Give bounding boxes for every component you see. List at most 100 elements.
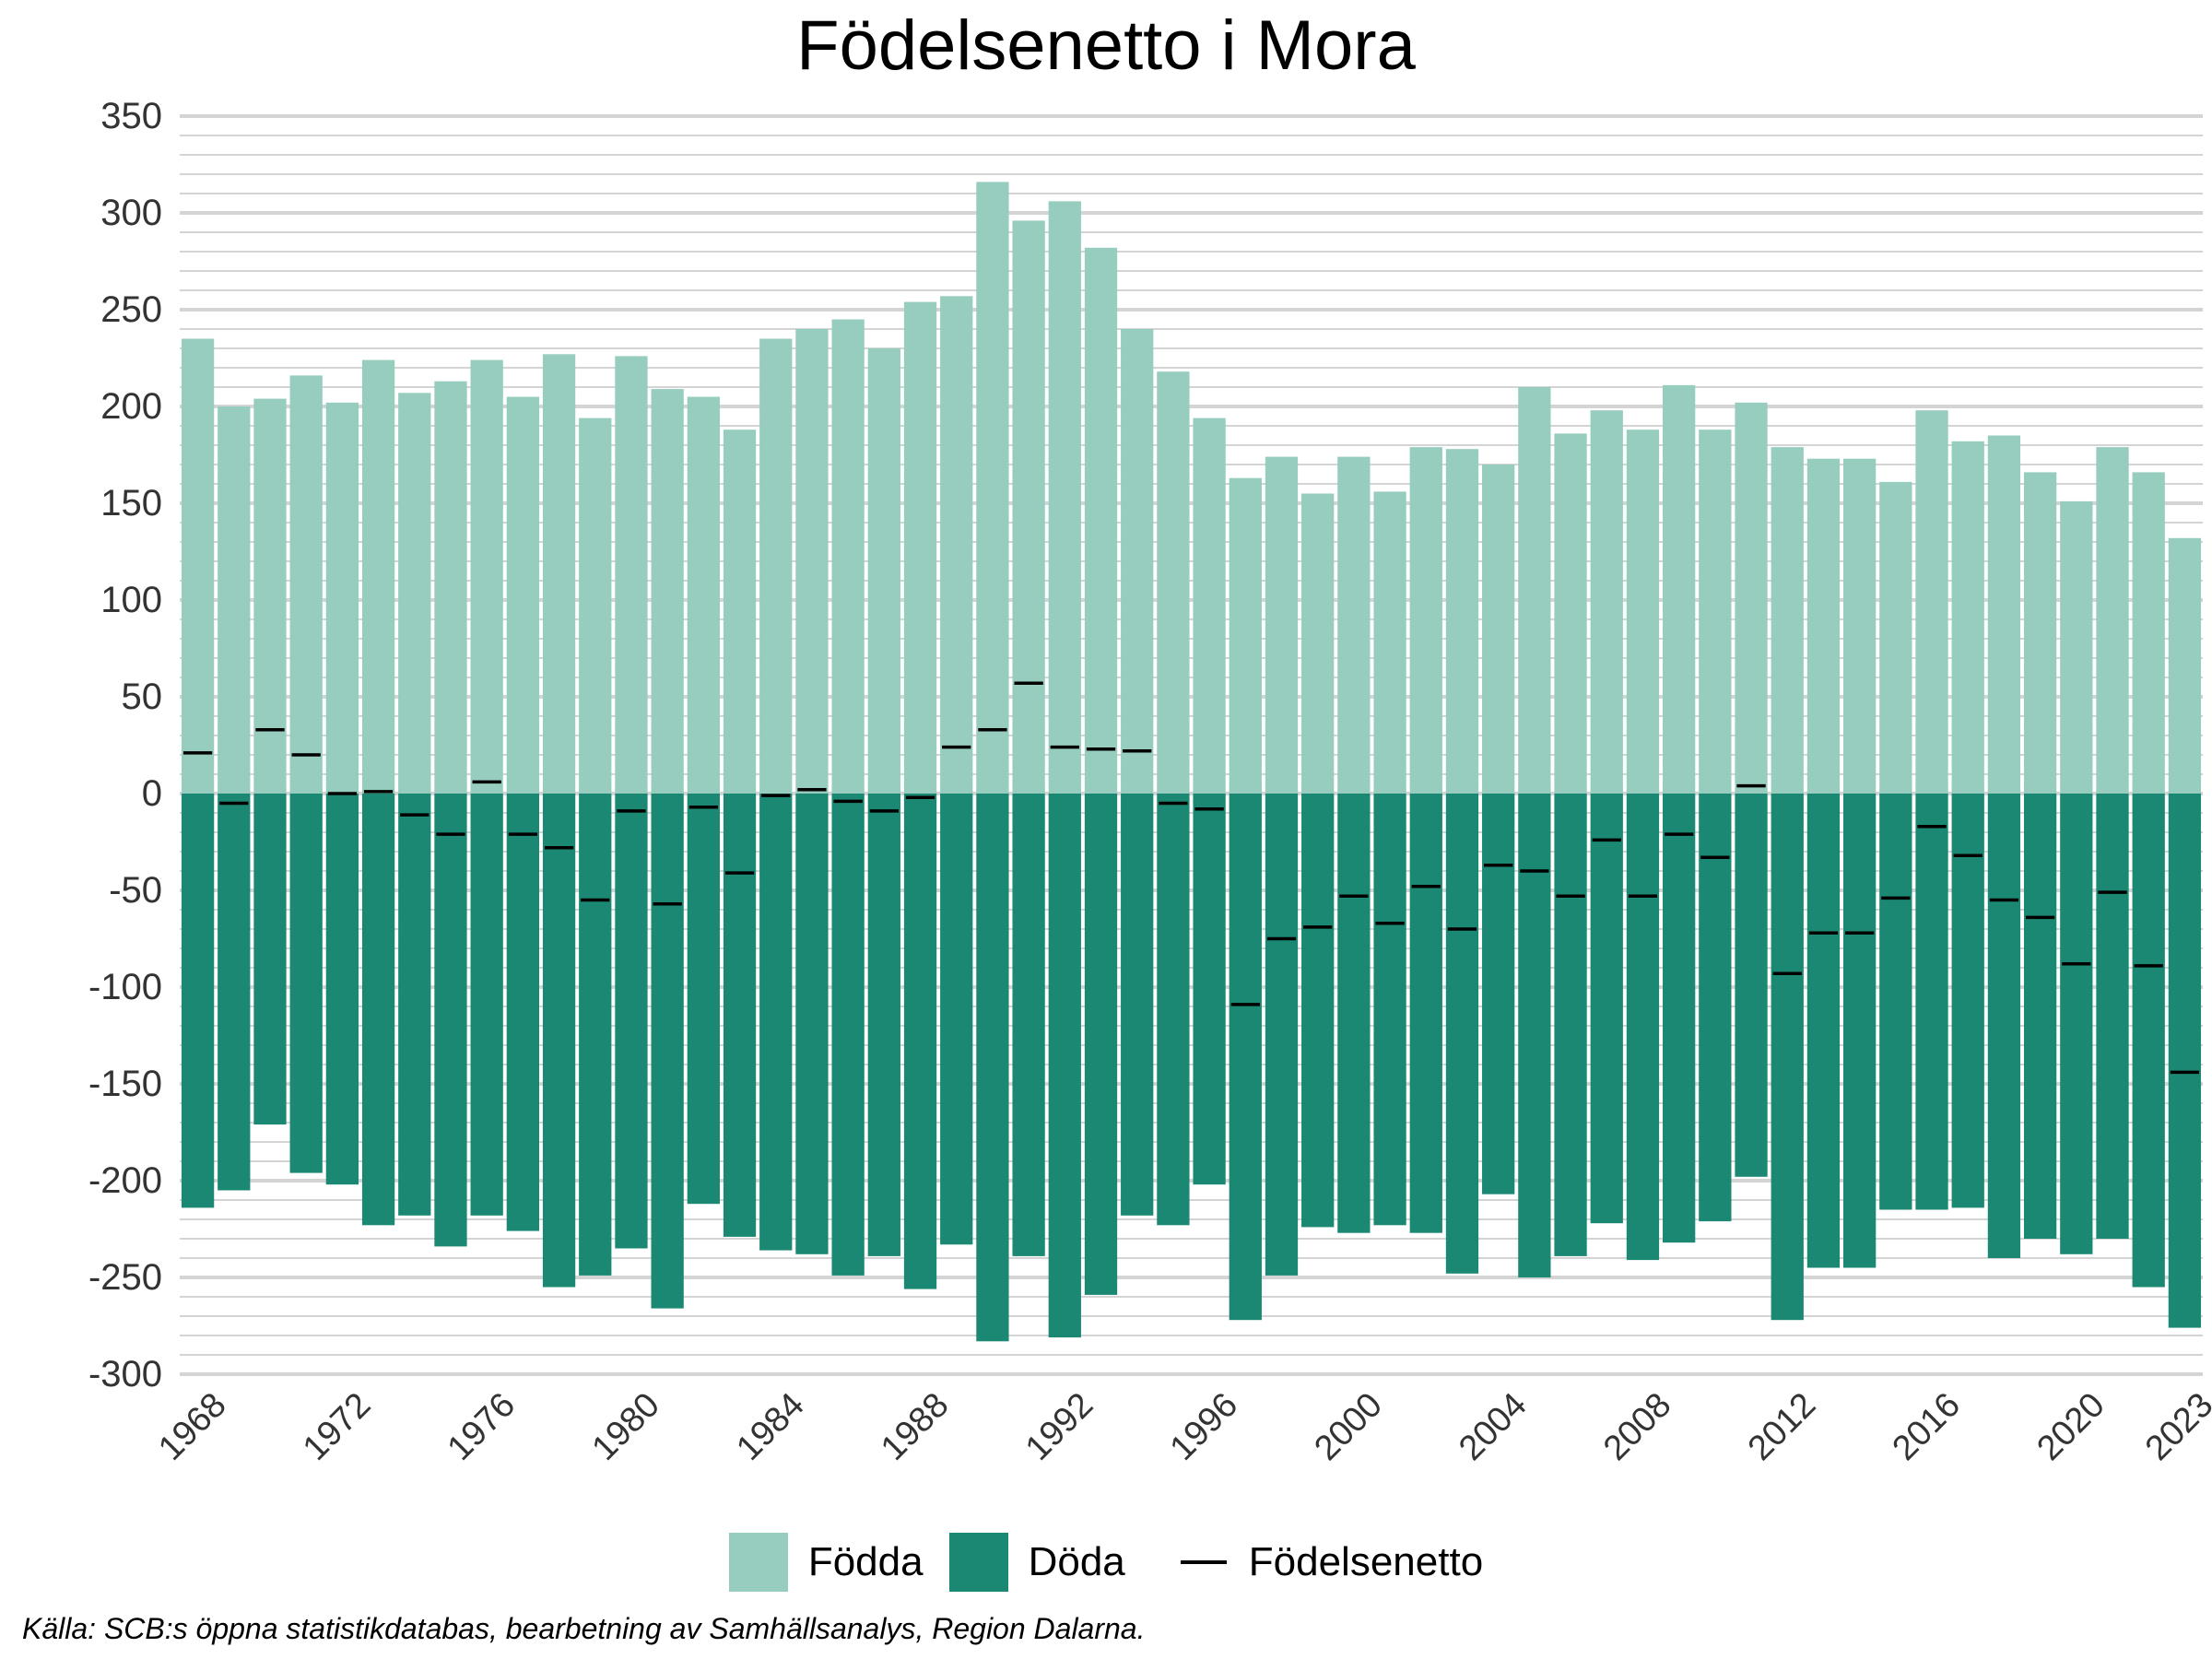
source-caption: Källa: SCB:s öppna statistikdatabas, bea… bbox=[22, 1612, 1146, 1645]
bar-fodda bbox=[1229, 477, 1262, 794]
bar-fodda bbox=[2168, 537, 2202, 794]
bar-fodda bbox=[1879, 481, 1912, 794]
legend: Födda Döda Födelsenetto bbox=[0, 1530, 2212, 1594]
bar-fodda bbox=[1084, 247, 1118, 794]
x-tick-label: 2004 bbox=[1452, 1385, 1534, 1467]
bar-doda bbox=[2060, 794, 2093, 1254]
bar-doda bbox=[253, 794, 287, 1125]
y-tick-label: -50 bbox=[109, 870, 162, 911]
bar-doda bbox=[1518, 794, 1551, 1277]
bar-doda bbox=[615, 794, 648, 1249]
bar-fodda bbox=[723, 429, 757, 794]
bar-doda bbox=[361, 794, 395, 1226]
bar-doda bbox=[1445, 794, 1479, 1274]
bar-fodda bbox=[1915, 410, 1948, 794]
bar-doda bbox=[1806, 794, 1841, 1268]
y-tick-label: -200 bbox=[88, 1160, 162, 1201]
bar-doda bbox=[2132, 794, 2165, 1288]
bar-fodda bbox=[651, 389, 684, 794]
bar-fodda bbox=[181, 338, 215, 794]
x-tick-label: 1968 bbox=[151, 1385, 233, 1467]
bar-doda bbox=[903, 794, 937, 1289]
bar-doda bbox=[940, 794, 973, 1245]
bar-fodda bbox=[1048, 201, 1081, 794]
y-tick-label: 50 bbox=[122, 677, 163, 717]
bar-doda bbox=[1951, 794, 1984, 1208]
bar-doda bbox=[1879, 794, 1912, 1210]
bar-doda bbox=[1157, 794, 1190, 1226]
bar-doda bbox=[542, 794, 576, 1288]
bar-doda bbox=[2096, 794, 2129, 1239]
y-tick-label: -250 bbox=[88, 1257, 162, 1298]
bar-doda bbox=[1663, 794, 1696, 1243]
bar-fodda bbox=[218, 406, 251, 794]
x-tick-label: 1980 bbox=[585, 1385, 667, 1467]
bar-doda bbox=[218, 794, 251, 1191]
y-tick-label: -300 bbox=[88, 1354, 162, 1394]
bar-doda bbox=[1229, 794, 1262, 1321]
x-tick-label: 1988 bbox=[874, 1385, 956, 1467]
bar-doda bbox=[867, 794, 900, 1256]
bar-doda bbox=[1337, 794, 1371, 1233]
y-tick-label: 350 bbox=[100, 96, 162, 136]
bar-doda bbox=[398, 794, 431, 1216]
bar-doda bbox=[2023, 794, 2057, 1239]
bar-doda bbox=[1482, 794, 1515, 1194]
bar-fodda bbox=[325, 402, 359, 794]
bar-fodda bbox=[1193, 418, 1226, 794]
bar-doda bbox=[1048, 794, 1081, 1338]
chart-title: Födelsenetto i Mora bbox=[796, 6, 1416, 85]
bar-fodda bbox=[289, 375, 323, 794]
bar-fodda bbox=[1445, 449, 1479, 794]
bar-fodda bbox=[361, 359, 395, 794]
bar-fodda bbox=[398, 393, 431, 794]
x-tick-label: 2012 bbox=[1741, 1385, 1823, 1467]
legend-swatch-fodda bbox=[728, 1533, 788, 1592]
legend-label-doda: Döda bbox=[1028, 1539, 1125, 1584]
bar-doda bbox=[1735, 794, 1768, 1177]
bar-doda bbox=[1409, 794, 1442, 1233]
bar-doda bbox=[687, 794, 720, 1205]
legend-label-netto: Födelsenetto bbox=[1248, 1539, 1484, 1584]
x-tick-label: 1984 bbox=[729, 1385, 811, 1467]
y-tick-label: -100 bbox=[88, 967, 162, 1007]
bar-doda bbox=[1012, 794, 1045, 1256]
bar-doda bbox=[506, 794, 540, 1231]
y-tick-label: 150 bbox=[100, 483, 162, 524]
bar-fodda bbox=[1663, 384, 1696, 794]
bar-doda bbox=[1842, 794, 1877, 1268]
bar-doda bbox=[1987, 794, 2021, 1258]
bar-fodda bbox=[831, 319, 865, 794]
bar-fodda bbox=[2132, 472, 2165, 794]
y-tick-label: 0 bbox=[142, 773, 162, 814]
bar-fodda bbox=[542, 354, 576, 794]
bar-fodda bbox=[1842, 458, 1877, 794]
legend-line-netto bbox=[1180, 1560, 1227, 1564]
y-tick-label: 250 bbox=[100, 289, 162, 330]
legend-item-doda: Döda bbox=[948, 1533, 1125, 1592]
bar-doda bbox=[723, 794, 757, 1237]
bar-doda bbox=[1193, 794, 1226, 1185]
bar-doda bbox=[289, 794, 323, 1173]
y-tick-label: -150 bbox=[88, 1064, 162, 1104]
bar-fodda bbox=[2023, 472, 2057, 794]
x-tick-label: 1992 bbox=[1018, 1385, 1100, 1467]
bar-doda bbox=[470, 794, 503, 1216]
y-tick-label: 300 bbox=[100, 193, 162, 233]
bar-doda bbox=[1699, 794, 1732, 1222]
bar-fodda bbox=[1337, 456, 1371, 794]
bar-doda bbox=[1590, 794, 1623, 1224]
bar-fodda bbox=[903, 301, 937, 794]
bar-fodda bbox=[1265, 456, 1299, 794]
x-tick-label: 1976 bbox=[441, 1385, 523, 1467]
bar-fodda bbox=[1157, 371, 1190, 794]
bar-doda bbox=[1554, 794, 1587, 1256]
bar-doda bbox=[976, 794, 1009, 1342]
bar-doda bbox=[1373, 794, 1406, 1226]
bar-doda bbox=[1084, 794, 1118, 1295]
bar-doda bbox=[651, 794, 684, 1309]
bar-doda bbox=[2168, 794, 2202, 1328]
bar-doda bbox=[1626, 794, 1660, 1261]
bar-fodda bbox=[1409, 447, 1442, 794]
x-tick-label: 1996 bbox=[1163, 1385, 1245, 1467]
